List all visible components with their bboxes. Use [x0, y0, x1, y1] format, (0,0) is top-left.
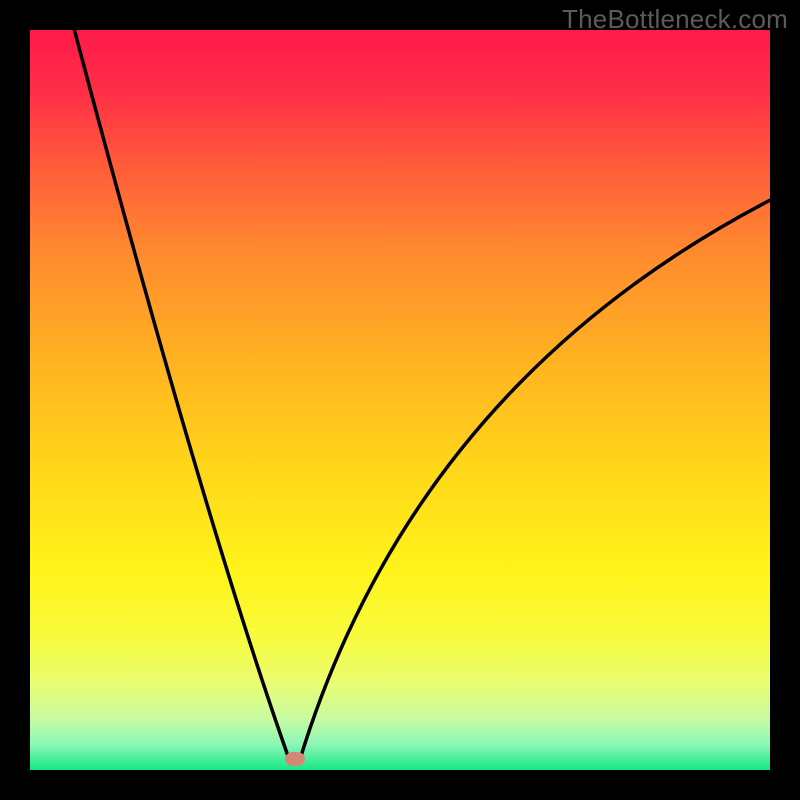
bottleneck-curve	[30, 30, 770, 770]
chart-container: TheBottleneck.com	[0, 0, 800, 800]
optimum-marker	[285, 752, 305, 766]
plot-area	[30, 30, 770, 770]
curve-path	[74, 30, 770, 759]
watermark-text: TheBottleneck.com	[562, 4, 788, 35]
